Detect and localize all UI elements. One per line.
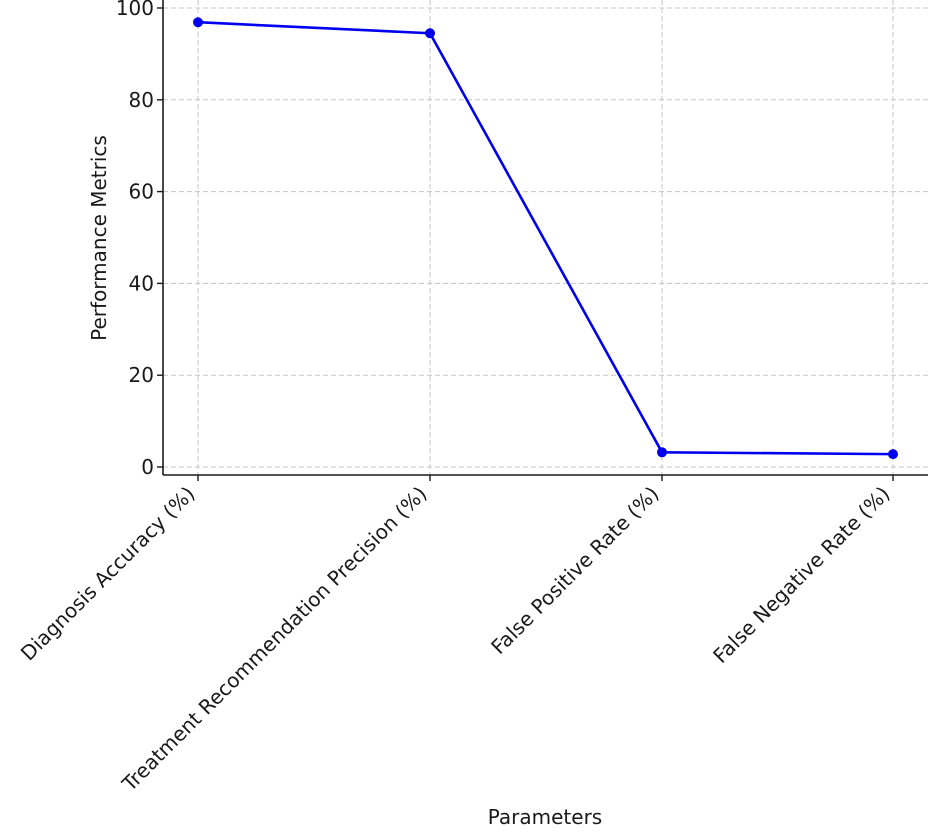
x-tick-label: False Negative Rate (%): [708, 482, 894, 668]
y-tick-label: 80: [129, 88, 154, 112]
series: [193, 17, 898, 460]
axes: [162, 0, 928, 476]
y-tick-label: 40: [129, 271, 154, 295]
data-point: [193, 17, 203, 28]
y-axis-title: Performance Metrics: [87, 135, 111, 341]
x-tick-label: Diagnosis Accuracy (%): [16, 482, 200, 666]
y-tick-label: 0: [141, 455, 154, 479]
y-tick-label: 100: [116, 0, 154, 20]
y-tick-label: 20: [129, 363, 154, 387]
y-tick-label: 60: [129, 180, 154, 204]
data-point: [425, 28, 435, 39]
x-axis-title: Parameters: [488, 805, 602, 829]
x-tick-label: False Positive Rate (%): [486, 482, 663, 659]
x-ticks: Diagnosis Accuracy (%)Treatment Recommen…: [16, 475, 895, 797]
grid: [163, 0, 928, 475]
y-ticks: 0 20 40 60 80 100: [116, 0, 163, 479]
data-point: [888, 449, 898, 460]
data-point: [657, 447, 667, 458]
series-line: [197, 20, 894, 456]
